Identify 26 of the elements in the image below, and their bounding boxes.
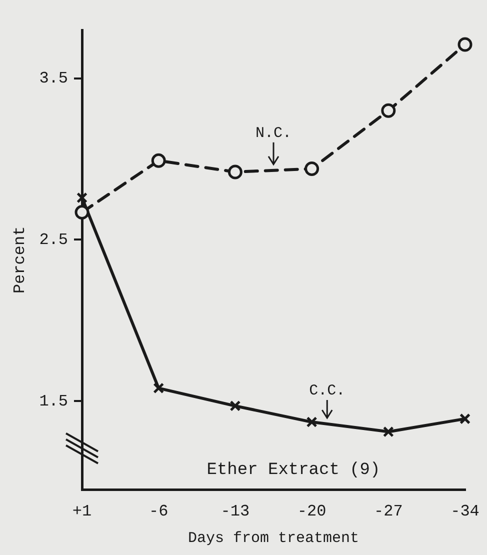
- x-tick-label: +1: [72, 502, 92, 521]
- x-axis-title: Days from treatment: [188, 530, 360, 547]
- point: [304, 161, 320, 176]
- y-tick-label: 1.5: [39, 392, 68, 410]
- series-label: C.C.: [309, 382, 346, 400]
- point: [74, 205, 90, 220]
- x-tick-label: -20: [297, 502, 326, 521]
- x-tick-label: -34: [450, 502, 480, 521]
- point: [228, 164, 242, 180]
- point: [460, 413, 470, 424]
- point: [76, 192, 88, 204]
- series-label: N.C.: [255, 124, 292, 142]
- annotation: Ether Extract (9): [206, 460, 380, 480]
- y-tick-label: 3.5: [39, 70, 68, 88]
- point: [151, 153, 166, 168]
- y-axis-title: Percent: [10, 226, 29, 294]
- point: [230, 400, 241, 412]
- x-tick-label: -13: [220, 502, 250, 521]
- x-tick-label: -27: [374, 502, 403, 521]
- point: [381, 103, 396, 118]
- point: [153, 382, 164, 394]
- point: [382, 426, 394, 438]
- point: [306, 416, 318, 428]
- point: [458, 37, 472, 52]
- y-tick-label: 2.5: [39, 230, 68, 249]
- x-tick-label: -6: [149, 502, 168, 521]
